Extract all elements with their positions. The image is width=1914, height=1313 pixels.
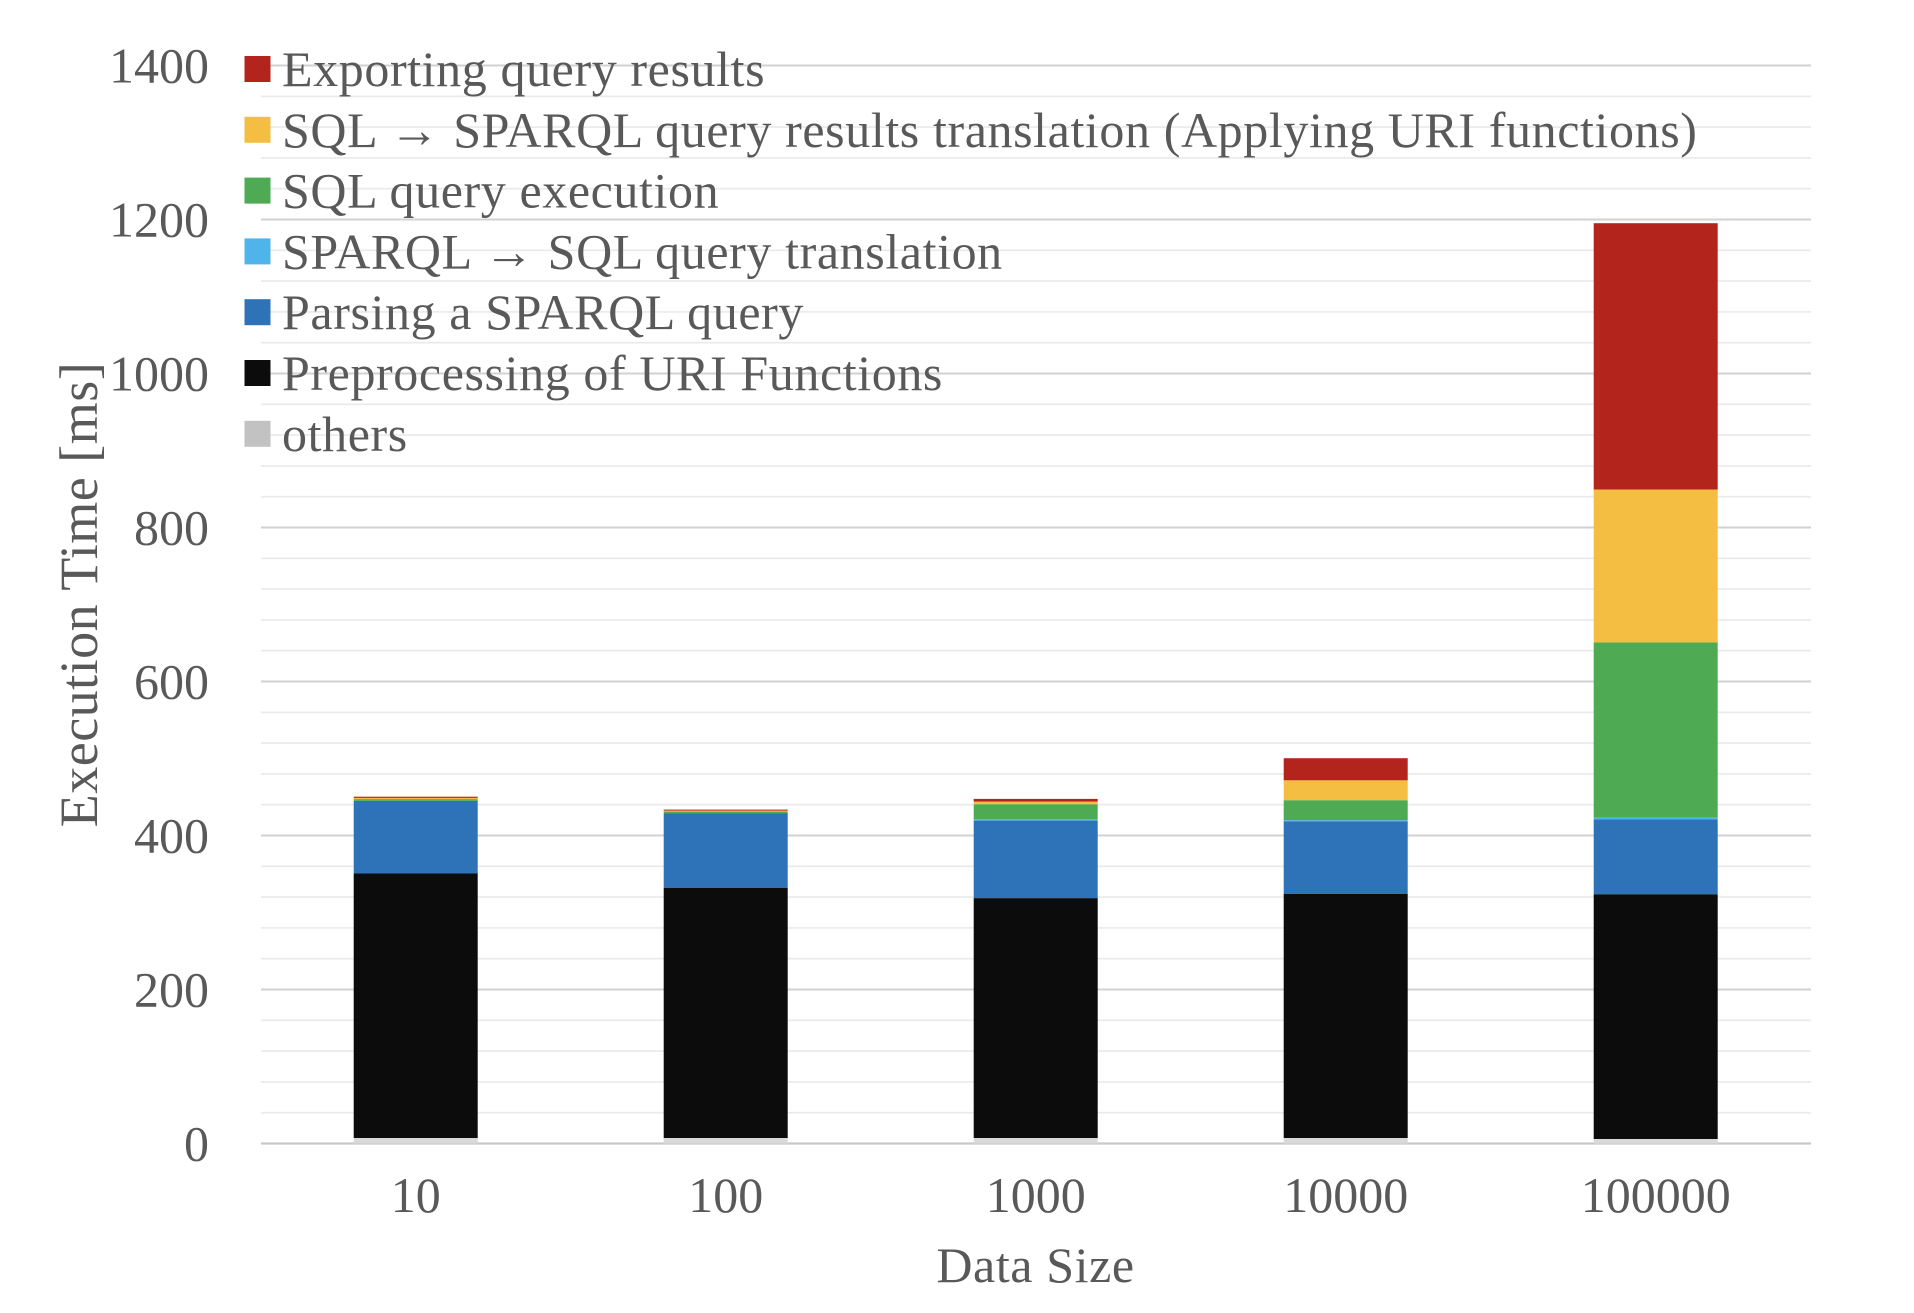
svg-text:Exporting query results: Exporting query results [282, 41, 765, 97]
svg-text:others: others [282, 406, 408, 462]
svg-text:SQL → SPARQL query results tra: SQL → SPARQL query results translation (… [282, 102, 1698, 158]
svg-text:Data Size: Data Size [936, 1237, 1134, 1293]
svg-text:Preprocessing of URI Functions: Preprocessing of URI Functions [282, 345, 943, 401]
svg-text:100: 100 [688, 1167, 763, 1223]
svg-text:200: 200 [134, 962, 209, 1018]
svg-text:400: 400 [134, 808, 209, 864]
svg-text:0: 0 [184, 1116, 209, 1172]
svg-text:800: 800 [134, 500, 209, 556]
svg-text:1000: 1000 [109, 346, 209, 402]
svg-text:SPARQL → SQL query translation: SPARQL → SQL query translation [282, 223, 1003, 279]
svg-text:SQL query execution: SQL query execution [282, 163, 719, 219]
svg-text:1000: 1000 [986, 1167, 1086, 1223]
svg-text:10000: 10000 [1283, 1167, 1408, 1223]
svg-text:100000: 100000 [1581, 1167, 1731, 1223]
svg-text:600: 600 [134, 654, 209, 710]
svg-text:1400: 1400 [109, 38, 209, 94]
svg-text:Execution Time [ms]: Execution Time [ms] [49, 362, 109, 828]
svg-text:10: 10 [391, 1167, 441, 1223]
svg-text:Parsing a SPARQL query: Parsing a SPARQL query [282, 284, 804, 340]
svg-text:1200: 1200 [109, 192, 209, 248]
